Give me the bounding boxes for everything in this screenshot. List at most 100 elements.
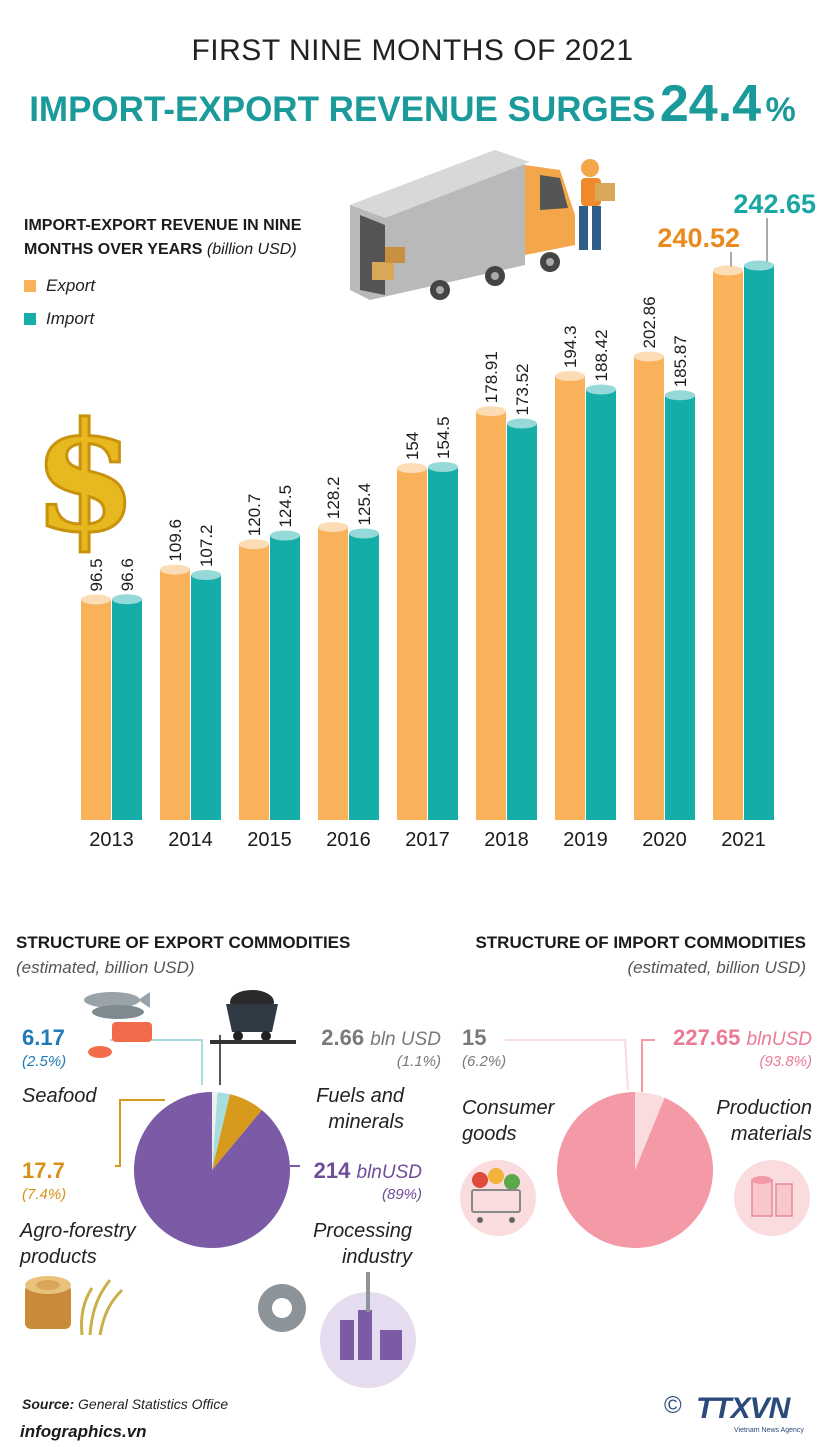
pie-slice-fuels-and-minerals — [212, 1092, 218, 1170]
value-label-export-2017: 154 — [403, 432, 422, 460]
value-label-import-2014: 107.2 — [197, 525, 216, 568]
import-pie — [557, 1092, 714, 1248]
pie-slice-agro-forestry-products — [212, 1094, 262, 1170]
bar-import-2015 — [270, 535, 300, 820]
x-tick-label-2018: 2018 — [484, 829, 529, 851]
page-subtitle: FIRST NINE MONTHS OF 2021 — [191, 34, 634, 67]
pie-slice-production-materials — [557, 1092, 714, 1248]
export-pie — [134, 1092, 291, 1248]
bar-export-2021 — [713, 270, 743, 820]
bar-cap-export-2014 — [160, 564, 190, 575]
legend-swatch-export — [24, 280, 36, 292]
bar-export-2014 — [160, 569, 190, 820]
export-section-title: STRUCTURE OF EXPORT COMMODITIES — [16, 933, 351, 952]
value-label-import-2018: 173.52 — [513, 364, 532, 416]
bar-cap-export-2016 — [318, 522, 348, 533]
consumer-label: Consumer goods — [462, 1095, 554, 1147]
x-tick-label-2013: 2013 — [89, 829, 134, 851]
rice-icon — [80, 1279, 124, 1336]
svg-text:$: $ — [33, 390, 137, 566]
fuels-label-line2: minerals — [328, 1111, 404, 1133]
bar-chart: $ 96.5 96.6 2013 109.6 107.2 2014 120.7 124.5 20… — [31, 150, 816, 851]
processing-value-unit: blnUSD — [356, 1162, 422, 1183]
bar-export-2018 — [476, 411, 506, 820]
bar-cap-import-2015 — [270, 530, 300, 541]
bar-cap-export-2020 — [634, 351, 664, 362]
consumer-label-line2: goods — [462, 1123, 517, 1145]
production-label-line1: Production — [716, 1097, 812, 1119]
x-tick-label-2016: 2016 — [326, 829, 371, 851]
bar-import-2013 — [112, 599, 142, 820]
bar-cap-export-2019 — [555, 371, 585, 382]
truck-icon — [350, 150, 575, 300]
x-tick-label-2019: 2019 — [563, 829, 608, 851]
x-tick-label-2021: 2021 — [721, 829, 766, 851]
bar-cap-import-2018 — [507, 418, 537, 429]
value-label-import-2019: 188.42 — [592, 329, 611, 381]
value-label-import-2015: 124.5 — [276, 485, 295, 528]
shopping-cart-icon — [460, 1160, 536, 1236]
dollar-icon: $ — [31, 389, 138, 568]
bar-cap-export-2018 — [476, 406, 506, 417]
pie-slice-processing-industry — [134, 1092, 291, 1248]
bar-import-2014 — [191, 575, 221, 820]
title-text: IMPORT-EXPORT REVENUE SURGES — [29, 90, 656, 129]
value-label-export-2013: 96.5 — [87, 558, 106, 591]
bar-export-2020 — [634, 356, 664, 820]
wood-icon — [25, 1276, 71, 1329]
bar-cap-export-2013 — [81, 594, 111, 605]
x-tick-label-2017: 2017 — [405, 829, 450, 851]
page-title: IMPORT-EXPORT REVENUE SURGES 24.4 % — [0, 74, 825, 134]
value-label-export-2016: 128.2 — [324, 477, 343, 520]
value-label-export-2020: 202.86 — [640, 296, 659, 348]
bar-export-2013 — [81, 599, 111, 820]
consumer-label-line1: Consumer — [462, 1097, 555, 1119]
agro-value: 17.7 — [22, 1158, 65, 1183]
bar-export-2016 — [318, 527, 348, 820]
legend-export: Export — [24, 276, 95, 296]
legend-swatch-import — [24, 313, 36, 325]
legend-import: Import — [24, 309, 94, 329]
bar-cap-import-2014 — [191, 570, 221, 581]
seafood-pct: (2.5%) — [22, 1053, 67, 1070]
production-label: Production materials — [716, 1095, 812, 1147]
fish-icon — [84, 992, 152, 1058]
processing-label-line2: industry — [341, 1246, 412, 1268]
import-section-subtitle: (estimated, billion USD) — [627, 958, 806, 977]
fuels-value-unit: bln USD — [370, 1029, 441, 1050]
site-name: infographics.vn — [20, 1422, 147, 1441]
fuels-value-number: 2.66 — [321, 1025, 365, 1050]
copyright-icon: © — [664, 1392, 682, 1419]
agro-label-line2: products — [20, 1246, 97, 1268]
gear-icon — [258, 1284, 306, 1332]
bar-cap-export-2015 — [239, 539, 269, 550]
production-value: 227.65 blnUSD — [673, 1025, 812, 1051]
consumer-value: 15 — [462, 1025, 487, 1050]
fuels-label: Fuels and minerals — [316, 1083, 404, 1135]
bar-import-2019 — [586, 389, 616, 820]
bar-cap-import-2021 — [744, 260, 774, 271]
processing-label-line1: Processing — [313, 1220, 412, 1242]
ttxvn-logo-sub: Vietnam News Agency — [734, 1427, 804, 1434]
seafood-label: Seafood — [22, 1085, 97, 1107]
chart-title: IMPORT-EXPORT REVENUE IN NINE MONTHS OVE… — [24, 214, 364, 262]
import-section-title: STRUCTURE OF IMPORT COMMODITIES — [475, 933, 806, 952]
value-label-export-2019: 194.3 — [561, 325, 580, 368]
legend-label-export: Export — [46, 276, 96, 295]
chart-title-line2: MONTHS OVER YEARS — [24, 241, 203, 258]
coal-cart-icon — [210, 990, 296, 1044]
legend-label-import: Import — [46, 309, 95, 328]
fuels-pct: (1.1%) — [396, 1053, 441, 1070]
bar-chart-plot: 96.5 96.6 2013 109.6 107.2 2014 120.7 124.5 2015… — [81, 189, 816, 851]
value-label-import-2016: 125.4 — [355, 483, 374, 526]
chart-unit: (billion USD) — [206, 241, 297, 258]
bar-cap-export-2021 — [713, 265, 743, 276]
agro-pct: (7.4%) — [22, 1186, 67, 1203]
value-label-export-2014: 109.6 — [166, 519, 185, 562]
import-leader-lines — [505, 1039, 655, 1092]
bar-cap-import-2020 — [665, 390, 695, 401]
processing-label: Processing industry — [313, 1218, 412, 1270]
value-label-import-2017: 154.5 — [434, 416, 453, 459]
fuels-value: 2.66 bln USD — [321, 1025, 441, 1051]
bar-import-2016 — [349, 533, 379, 820]
